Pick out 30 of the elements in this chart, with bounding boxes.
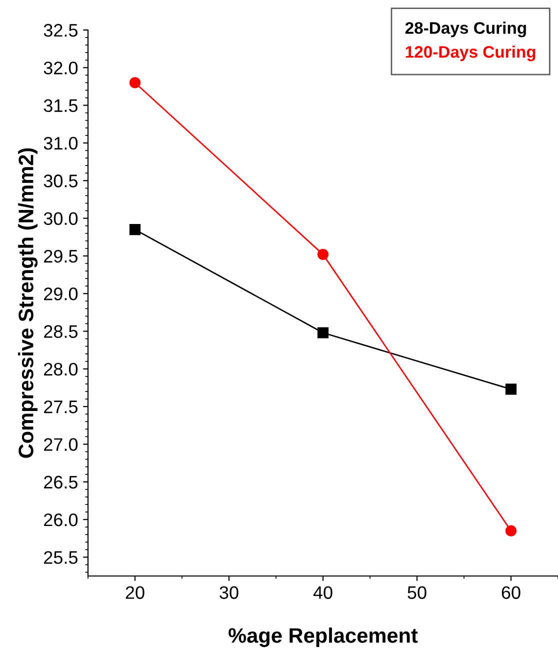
y-tick-label: 27.5: [44, 400, 78, 414]
point: [505, 525, 517, 536]
y-tick-label: 30.5: [44, 174, 78, 188]
y-tick-label: 31.0: [44, 136, 78, 150]
x-axis-title: %age Replacement: [228, 628, 418, 648]
point: [317, 327, 329, 338]
point: [317, 248, 329, 260]
x-tick-label: 20: [126, 586, 144, 599]
y-axis-title: Compressive Strength (N/mm2): [18, 148, 38, 458]
y-tick-label: 32.0: [44, 62, 78, 74]
text: 120-Days Curing: [406, 46, 536, 62]
y-tick-label: 30.0: [44, 212, 78, 225]
x-tick-label: 60: [502, 586, 520, 599]
point: [129, 77, 141, 88]
y-tick-label: 28.0: [44, 362, 78, 376]
point: [129, 224, 141, 236]
y-tick-label: 26.5: [44, 476, 78, 489]
y-tick-label: 25.5: [44, 551, 78, 564]
x-tick-label: 40: [313, 586, 332, 599]
y-tick-label: 26.0: [44, 513, 78, 526]
y-tick-label: 31.5: [44, 99, 78, 112]
y-tick-label: 28.5: [44, 325, 78, 338]
y-tick-label: 29.5: [44, 250, 78, 263]
y-tick-label: 29.0: [44, 288, 78, 300]
point: [505, 384, 517, 395]
y-tick-label: 32.5: [44, 24, 78, 37]
text: 28-Days Curing: [405, 22, 526, 38]
x-tick-label: 30: [220, 586, 238, 599]
x-tick-label: 50: [408, 586, 426, 599]
y-tick-label: 27.0: [44, 438, 78, 451]
